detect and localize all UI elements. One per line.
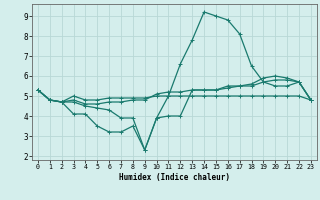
X-axis label: Humidex (Indice chaleur): Humidex (Indice chaleur) xyxy=(119,173,230,182)
